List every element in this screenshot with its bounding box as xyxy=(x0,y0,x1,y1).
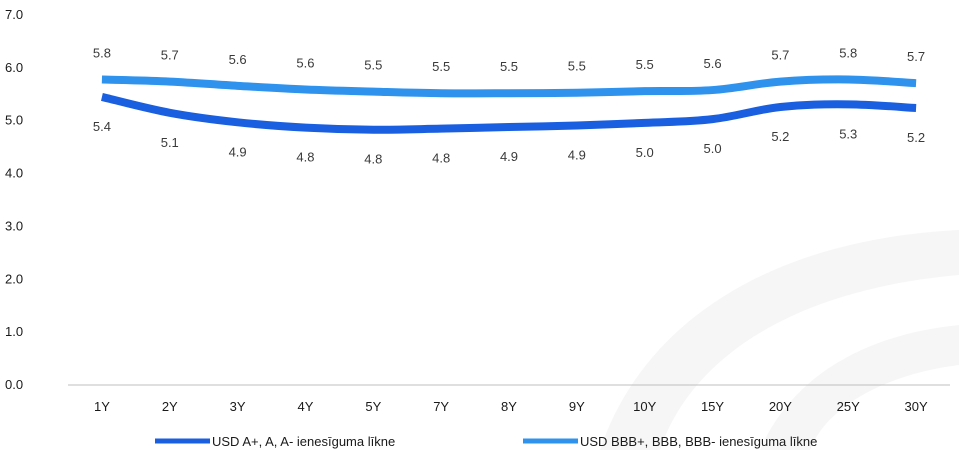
data-label: 4.9 xyxy=(500,149,518,164)
series-lines xyxy=(101,75,917,134)
series-line-1 xyxy=(101,93,917,134)
data-label: 5.8 xyxy=(93,45,111,60)
data-label: 5.3 xyxy=(839,126,857,141)
data-label: 5.5 xyxy=(364,58,382,73)
data-label: 5.6 xyxy=(296,56,314,71)
data-label: 4.9 xyxy=(229,144,247,159)
x-tick-label: 5Y xyxy=(365,399,381,414)
data-labels: 5.4 5.1 4.9 4.8 4.8 4.8 4.9 4.9 5.0 5.0 5.2 5.3 5.2 5… xyxy=(93,45,925,166)
data-label: 5.5 xyxy=(636,57,654,72)
data-label: 4.8 xyxy=(364,152,382,167)
data-label: 5.5 xyxy=(568,59,586,74)
data-label: 5.6 xyxy=(229,52,247,67)
y-axis: 0.0 1.0 2.0 3.0 4.0 5.0 6.0 7.0 xyxy=(5,7,23,392)
data-label: 5.0 xyxy=(636,145,654,160)
data-label: 5.6 xyxy=(703,56,721,71)
x-tick-label: 3Y xyxy=(230,399,246,414)
y-tick-label: 3.0 xyxy=(5,218,23,233)
y-tick-label: 6.0 xyxy=(5,60,23,75)
legend-label: USD A+, A, A- ienesīguma līkne xyxy=(212,434,395,449)
x-tick-label: 10Y xyxy=(633,399,656,414)
x-axis: 1Y 2Y 3Y 4Y 5Y 7Y 8Y 9Y 10Y 15Y 20Y 25Y 30Y xyxy=(94,399,928,414)
y-tick-label: 7.0 xyxy=(5,7,23,22)
data-label: 5.5 xyxy=(500,59,518,74)
y-tick-label: 1.0 xyxy=(5,324,23,339)
x-tick-label: 7Y xyxy=(433,399,449,414)
data-label: 5.2 xyxy=(771,129,789,144)
x-tick-label: 30Y xyxy=(905,399,928,414)
x-tick-label: 20Y xyxy=(769,399,792,414)
y-tick-label: 2.0 xyxy=(5,271,23,286)
data-label: 5.7 xyxy=(771,48,789,63)
legend-label: USD BBB+, BBB, BBB- ienesīguma līkne xyxy=(580,434,817,449)
x-tick-label: 4Y xyxy=(298,399,314,414)
y-tick-label: 0.0 xyxy=(5,377,23,392)
y-tick-label: 5.0 xyxy=(5,113,23,128)
x-tick-label: 2Y xyxy=(162,399,178,414)
y-tick-label: 4.0 xyxy=(5,166,23,181)
data-label: 5.2 xyxy=(907,130,925,145)
data-label: 5.8 xyxy=(839,45,857,60)
x-tick-label: 25Y xyxy=(837,399,860,414)
data-label: 5.7 xyxy=(161,48,179,63)
series-line-2 xyxy=(101,75,917,98)
data-label: 5.4 xyxy=(93,119,111,134)
data-label: 5.1 xyxy=(161,135,179,150)
x-tick-label: 15Y xyxy=(701,399,724,414)
watermark-logo xyxy=(600,230,959,450)
data-label: 4.9 xyxy=(568,147,586,162)
data-label: 5.5 xyxy=(432,59,450,74)
data-label: 4.8 xyxy=(432,151,450,166)
x-tick-label: 1Y xyxy=(94,399,110,414)
x-tick-label: 9Y xyxy=(569,399,585,414)
data-label: 5.7 xyxy=(907,49,925,64)
data-label: 5.0 xyxy=(703,141,721,156)
data-label: 4.8 xyxy=(296,150,314,165)
x-tick-label: 8Y xyxy=(501,399,517,414)
legend: USD A+, A, A- ienesīguma līkne USD BBB+, … xyxy=(155,434,817,449)
